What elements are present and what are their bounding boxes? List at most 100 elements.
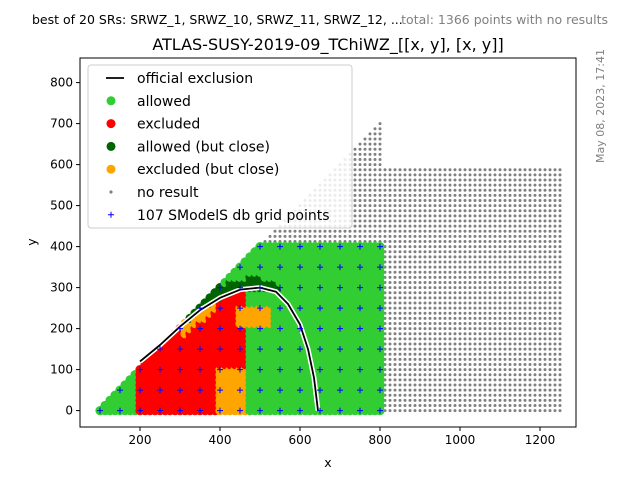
no-result-point (368, 163, 372, 167)
no-result-point (433, 265, 437, 269)
no-result-point (553, 301, 557, 305)
no-result-point (438, 234, 442, 238)
no-result-point (413, 229, 417, 233)
no-result-point (438, 378, 442, 382)
no-result-point (513, 321, 517, 325)
x-axis-ticks: 200 400 600 800 1000 1200 (129, 427, 555, 447)
no-result-point (418, 311, 422, 315)
no-result-point (403, 368, 407, 372)
no-result-point (463, 383, 467, 387)
no-result-point (413, 193, 417, 197)
no-result-point (468, 178, 472, 182)
no-result-point (388, 245, 392, 249)
no-result-point (453, 209, 457, 213)
no-result-point (453, 219, 457, 223)
no-result-point (423, 275, 427, 279)
no-result-point (493, 178, 497, 182)
no-result-point (393, 265, 397, 269)
no-result-point (403, 209, 407, 213)
no-result-point (548, 188, 552, 192)
no-result-point (463, 178, 467, 182)
no-result-point (468, 214, 472, 218)
no-result-point (448, 347, 452, 351)
legend-dot-swatch (106, 141, 116, 151)
no-result-point (403, 219, 407, 223)
no-result-point (543, 275, 547, 279)
no-result-point (553, 403, 557, 407)
no-result-point (508, 373, 512, 377)
no-result-point (458, 168, 462, 172)
no-result-point (393, 183, 397, 187)
db-grid-point (237, 407, 243, 414)
no-result-point (463, 260, 467, 264)
no-result-point (478, 409, 482, 413)
no-result-point (543, 403, 547, 407)
legend-label: excluded (but close) (137, 162, 279, 178)
no-result-point (558, 393, 562, 397)
no-result-point (448, 301, 452, 305)
no-result-point (503, 178, 507, 182)
no-result-point (473, 291, 477, 295)
no-result-point (558, 178, 562, 182)
no-result-point (463, 362, 467, 366)
no-result-point (453, 332, 457, 336)
db-grid-point (277, 407, 283, 414)
no-result-point (538, 173, 542, 177)
no-result-point (428, 255, 432, 259)
no-result-point (368, 224, 372, 228)
no-result-point (423, 409, 427, 413)
no-result-point (503, 286, 507, 290)
no-result-point (428, 368, 432, 372)
no-result-point (518, 352, 522, 356)
no-result-point (488, 204, 492, 208)
no-result-point (473, 193, 477, 197)
no-result-point (558, 286, 562, 290)
no-result-point (483, 183, 487, 187)
no-result-point (413, 183, 417, 187)
no-result-point (393, 301, 397, 305)
no-result-point (498, 234, 502, 238)
no-result-point (548, 306, 552, 310)
no-result-point (543, 286, 547, 290)
no-result-point (408, 173, 412, 177)
no-result-point (528, 286, 532, 290)
no-result-point (548, 229, 552, 233)
db-grid-point (257, 284, 263, 291)
no-result-point (473, 306, 477, 310)
db-grid-point (277, 264, 283, 271)
y-tick-label: 500 (50, 199, 73, 213)
no-result-point (483, 224, 487, 228)
no-result-point (388, 229, 392, 233)
no-result-point (468, 188, 472, 192)
y-tick-label: 0 (65, 404, 73, 418)
no-result-point (458, 286, 462, 290)
no-result-point (543, 301, 547, 305)
no-result-point (558, 368, 562, 372)
no-result-point (503, 321, 507, 325)
no-result-point (418, 229, 422, 233)
db-grid-point (217, 366, 223, 373)
db-grid-point (237, 325, 243, 332)
no-result-point (398, 224, 402, 228)
no-result-point (443, 168, 447, 172)
no-result-point (473, 368, 477, 372)
no-result-point (408, 239, 412, 243)
no-result-point (453, 378, 457, 382)
no-result-point (468, 204, 472, 208)
legend-dot-swatch (106, 164, 116, 174)
db-grid-point (317, 305, 323, 312)
no-result-point (498, 327, 502, 331)
no-result-point (523, 321, 527, 325)
db-grid-point (317, 387, 323, 394)
no-result-point (493, 286, 497, 290)
no-result-point (498, 296, 502, 300)
no-result-point (488, 321, 492, 325)
no-result-point (478, 255, 482, 259)
no-result-point (433, 280, 437, 284)
no-result-point (433, 342, 437, 346)
no-result-point (428, 291, 432, 295)
no-result-point (513, 188, 517, 192)
no-result-point (428, 296, 432, 300)
no-result-point (503, 357, 507, 361)
no-result-point (463, 224, 467, 228)
